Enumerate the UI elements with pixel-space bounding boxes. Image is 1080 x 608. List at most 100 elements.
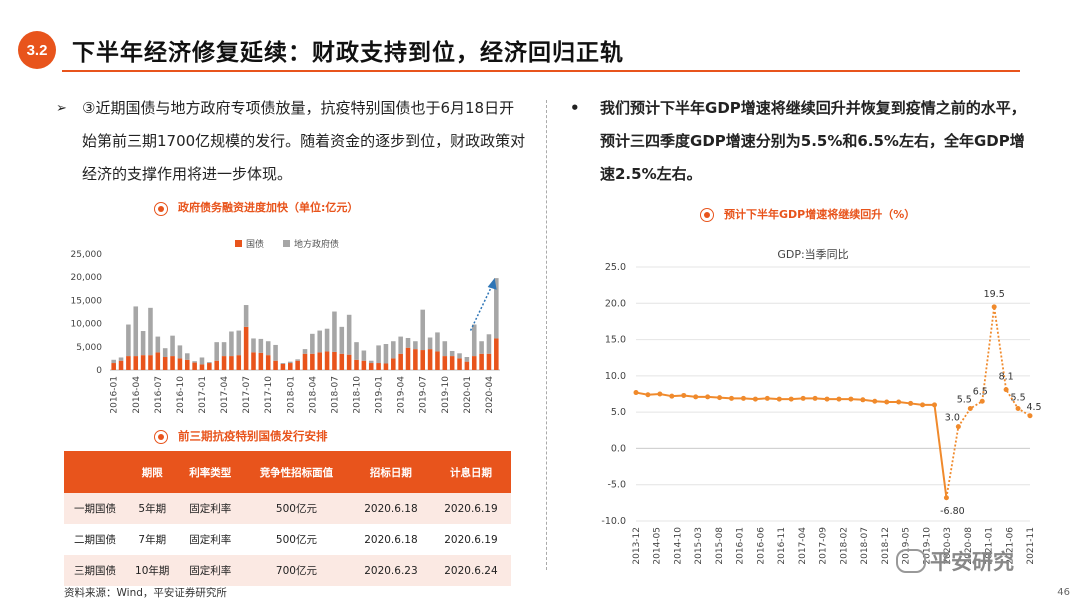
y-tick-label: 20,000 bbox=[71, 273, 103, 283]
gdp-forecast-point bbox=[967, 406, 973, 412]
gdp-actual-point bbox=[764, 395, 770, 401]
bar-treasury bbox=[184, 359, 190, 370]
gdp-actual-point bbox=[681, 392, 687, 398]
target-icon bbox=[154, 430, 168, 444]
bar-treasury bbox=[494, 338, 499, 370]
bar-chart: 国债 地方政府债 0 5,000 10,000 15,000 20,000 25,000 201… bbox=[71, 238, 500, 414]
bar-local-gov bbox=[339, 326, 345, 354]
gdp-forecast-point bbox=[979, 398, 985, 404]
right-paragraph-text: 我们预计下半年GDP增速将继续回升并恢复到疫情之前的水平，预计三四季度GDP增速… bbox=[600, 99, 1026, 183]
bar-local-gov bbox=[236, 330, 242, 356]
bar-treasury bbox=[199, 364, 205, 370]
bar-local-gov bbox=[442, 341, 448, 357]
bar-local-gov bbox=[170, 335, 175, 357]
bar-local-gov bbox=[376, 345, 381, 364]
data-label: 6.5 bbox=[973, 386, 988, 397]
bar-local-gov bbox=[354, 342, 359, 360]
bar-treasury bbox=[118, 360, 124, 370]
bar-treasury bbox=[398, 353, 403, 370]
bar-treasury bbox=[221, 356, 227, 370]
bar-local-gov bbox=[494, 278, 499, 339]
bar-treasury bbox=[457, 358, 462, 370]
gdp-actual-point bbox=[752, 396, 758, 402]
bar-local-gov bbox=[413, 341, 418, 350]
data-label: 5.5 bbox=[1011, 393, 1026, 404]
bar-local-gov bbox=[324, 328, 330, 352]
bar-local-gov bbox=[155, 336, 161, 353]
x-tick-label: 2019-07 bbox=[419, 376, 429, 414]
y-tick-label: 10.0 bbox=[605, 371, 626, 382]
gdp-actual-point bbox=[776, 396, 782, 402]
x-tick-label: 2016-10 bbox=[176, 376, 186, 414]
bar-chart-heading-text: 政府债务融资进度加快（单位:亿元） bbox=[178, 201, 359, 214]
y-tick-label: -10.0 bbox=[601, 516, 626, 527]
gdp-forecast-line bbox=[945, 306, 1031, 498]
legend-label: 地方政府债 bbox=[294, 238, 339, 250]
bar-local-gov bbox=[486, 334, 492, 354]
y-tick-label: 0.0 bbox=[611, 443, 626, 454]
column-divider bbox=[546, 100, 547, 570]
right-paragraph: • 我们预计下半年GDP增速将继续回升并恢复到疫情之前的水平，预计三四季度GDP… bbox=[570, 92, 1030, 191]
gdp-actual-point bbox=[788, 396, 794, 402]
x-tick-label: 2017-10 bbox=[264, 376, 274, 414]
x-tick-label: 2018-02 bbox=[839, 527, 849, 565]
bar-local-gov bbox=[457, 353, 462, 359]
bar-local-gov bbox=[398, 336, 403, 354]
bar-treasury bbox=[471, 356, 477, 370]
x-tick-label: 2019-10 bbox=[441, 376, 451, 414]
x-tick-label: 2020-08 bbox=[964, 527, 974, 565]
bar-local-gov bbox=[177, 345, 183, 359]
x-tick-label: 2017-07 bbox=[242, 376, 252, 414]
x-tick-label: 2021-11 bbox=[1026, 527, 1036, 565]
watermark-text: 平安研究 bbox=[930, 550, 1014, 574]
gdp-actual-point bbox=[931, 402, 937, 408]
x-tick-label: 2015-03 bbox=[694, 527, 704, 565]
bar-treasury bbox=[449, 356, 455, 370]
bar-treasury bbox=[464, 361, 470, 370]
left-paragraph-text: ③近期国债与地方政府专项债放量，抗疫特别国债也于6月18日开始第前三期1700亿… bbox=[82, 99, 526, 183]
increase-arrow-line bbox=[469, 283, 494, 331]
table-cell: 二期国债 bbox=[64, 524, 126, 555]
gdp-actual-point bbox=[824, 396, 830, 402]
bar-treasury bbox=[413, 349, 418, 370]
table-header-cell: 利率类型 bbox=[178, 451, 242, 493]
gdp-actual-point bbox=[717, 395, 723, 401]
table-cell: 5年期 bbox=[126, 493, 179, 524]
table-cell: 2020.6.23 bbox=[350, 555, 431, 586]
gdp-actual-point bbox=[848, 396, 854, 402]
x-tick-label: 2018-10 bbox=[353, 376, 363, 414]
x-tick-label: 2018-07 bbox=[330, 376, 340, 414]
y-tick-label: 20.0 bbox=[605, 298, 626, 309]
y-tick-label: 10,000 bbox=[71, 320, 103, 330]
left-paragraph: ➢ ③近期国债与地方政府专项债放量，抗疫特别国债也于6月18日开始第前三期170… bbox=[56, 92, 526, 191]
table-cell: 10年期 bbox=[126, 555, 179, 586]
bar-treasury bbox=[383, 363, 389, 370]
gdp-actual-point bbox=[800, 395, 806, 401]
gdp-actual-line bbox=[635, 391, 948, 498]
x-tick-label: 2013-12 bbox=[632, 527, 642, 565]
x-tick-label: 2018-07 bbox=[860, 527, 870, 565]
gdp-actual-point bbox=[657, 391, 663, 397]
bar-local-gov bbox=[383, 344, 389, 364]
bar-local-gov bbox=[199, 357, 205, 365]
bar-local-gov bbox=[148, 307, 153, 356]
bar-treasury bbox=[155, 352, 161, 370]
bar-treasury bbox=[148, 355, 153, 370]
y-tick-label: 25.0 bbox=[605, 262, 626, 273]
y-tick-label: 0 bbox=[96, 366, 102, 376]
data-label: 4.5 bbox=[1026, 402, 1041, 413]
bar-treasury bbox=[273, 360, 278, 370]
bar-treasury bbox=[427, 349, 433, 370]
table-cell: 一期国债 bbox=[64, 493, 126, 524]
watermark: 平安研究 bbox=[896, 546, 1014, 576]
section-badge: 3.2 bbox=[18, 31, 56, 69]
table-heading-text: 前三期抗疫特别国债发行安排 bbox=[178, 429, 328, 443]
x-tick-label: 2017-09 bbox=[819, 527, 829, 565]
bar-treasury bbox=[486, 353, 492, 370]
x-tick-label: 2021-06 bbox=[1005, 527, 1015, 565]
bar-local-gov bbox=[449, 350, 455, 357]
gdp-actual-point bbox=[908, 400, 914, 406]
gdp-forecast-point bbox=[991, 304, 997, 310]
bar-treasury bbox=[192, 362, 197, 370]
bar-local-gov bbox=[346, 314, 352, 355]
